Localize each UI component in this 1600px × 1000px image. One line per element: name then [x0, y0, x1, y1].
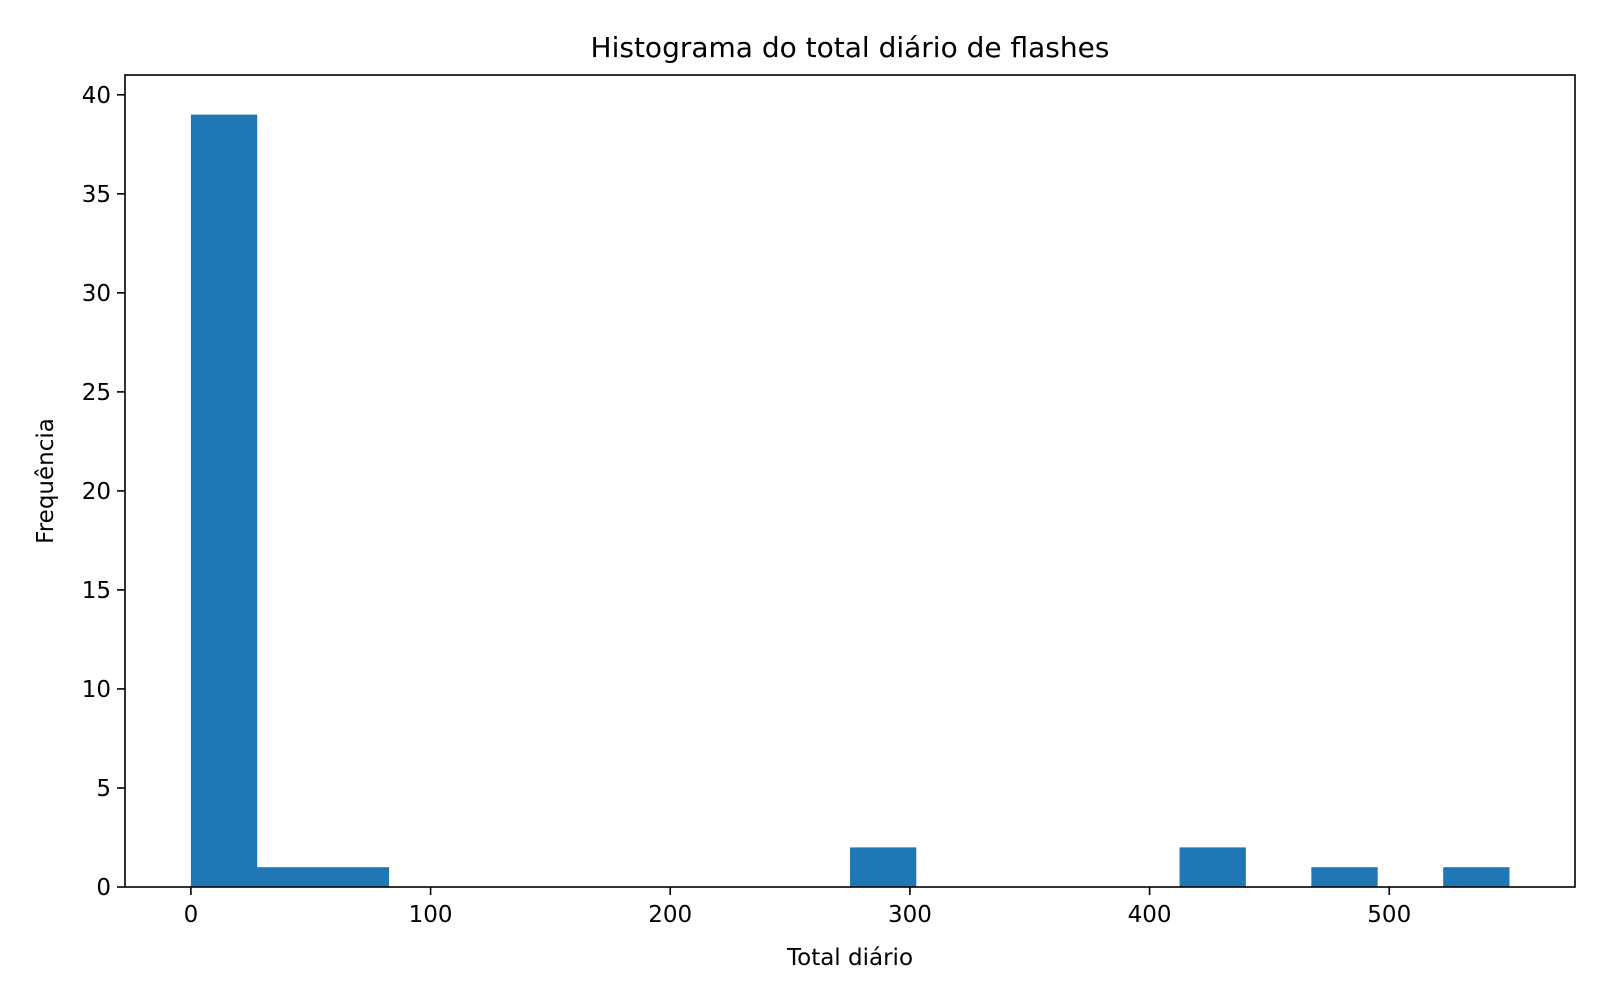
y-tick-label: 20 [82, 479, 111, 505]
x-tick-label: 100 [409, 902, 453, 928]
y-axis-label: Frequência [33, 418, 59, 544]
y-tick-label: 40 [82, 83, 111, 109]
histogram-bar [256, 867, 324, 887]
histogram-bar [322, 867, 390, 887]
histogram-bar [1179, 847, 1246, 887]
x-tick-label: 400 [1128, 902, 1172, 928]
bars-group [190, 114, 1510, 888]
x-tick-label: 300 [888, 902, 932, 928]
histogram-bar [850, 847, 917, 887]
histogram-bar [1443, 867, 1510, 887]
histogram-bar [1311, 867, 1378, 887]
x-axis-label: Total diário [786, 945, 913, 971]
y-tick-label: 0 [96, 875, 111, 901]
y-axis-ticks: 0 5 10 15 20 25 30 35 40 [82, 83, 125, 901]
x-tick-label: 200 [648, 902, 692, 928]
x-axis-ticks: 0 100 200 300 400 500 [184, 887, 1411, 928]
y-tick-label: 25 [82, 380, 111, 406]
y-tick-label: 35 [82, 182, 111, 208]
y-tick-label: 5 [96, 776, 111, 802]
y-tick-label: 15 [82, 578, 111, 604]
x-tick-label: 0 [184, 902, 199, 928]
histogram-bar [190, 114, 258, 888]
y-tick-label: 10 [82, 677, 111, 703]
chart-title: Histograma do total diário de flashes [591, 31, 1110, 64]
y-tick-label: 30 [82, 281, 111, 307]
x-tick-label: 500 [1367, 902, 1411, 928]
plot-frame [124, 74, 1576, 888]
